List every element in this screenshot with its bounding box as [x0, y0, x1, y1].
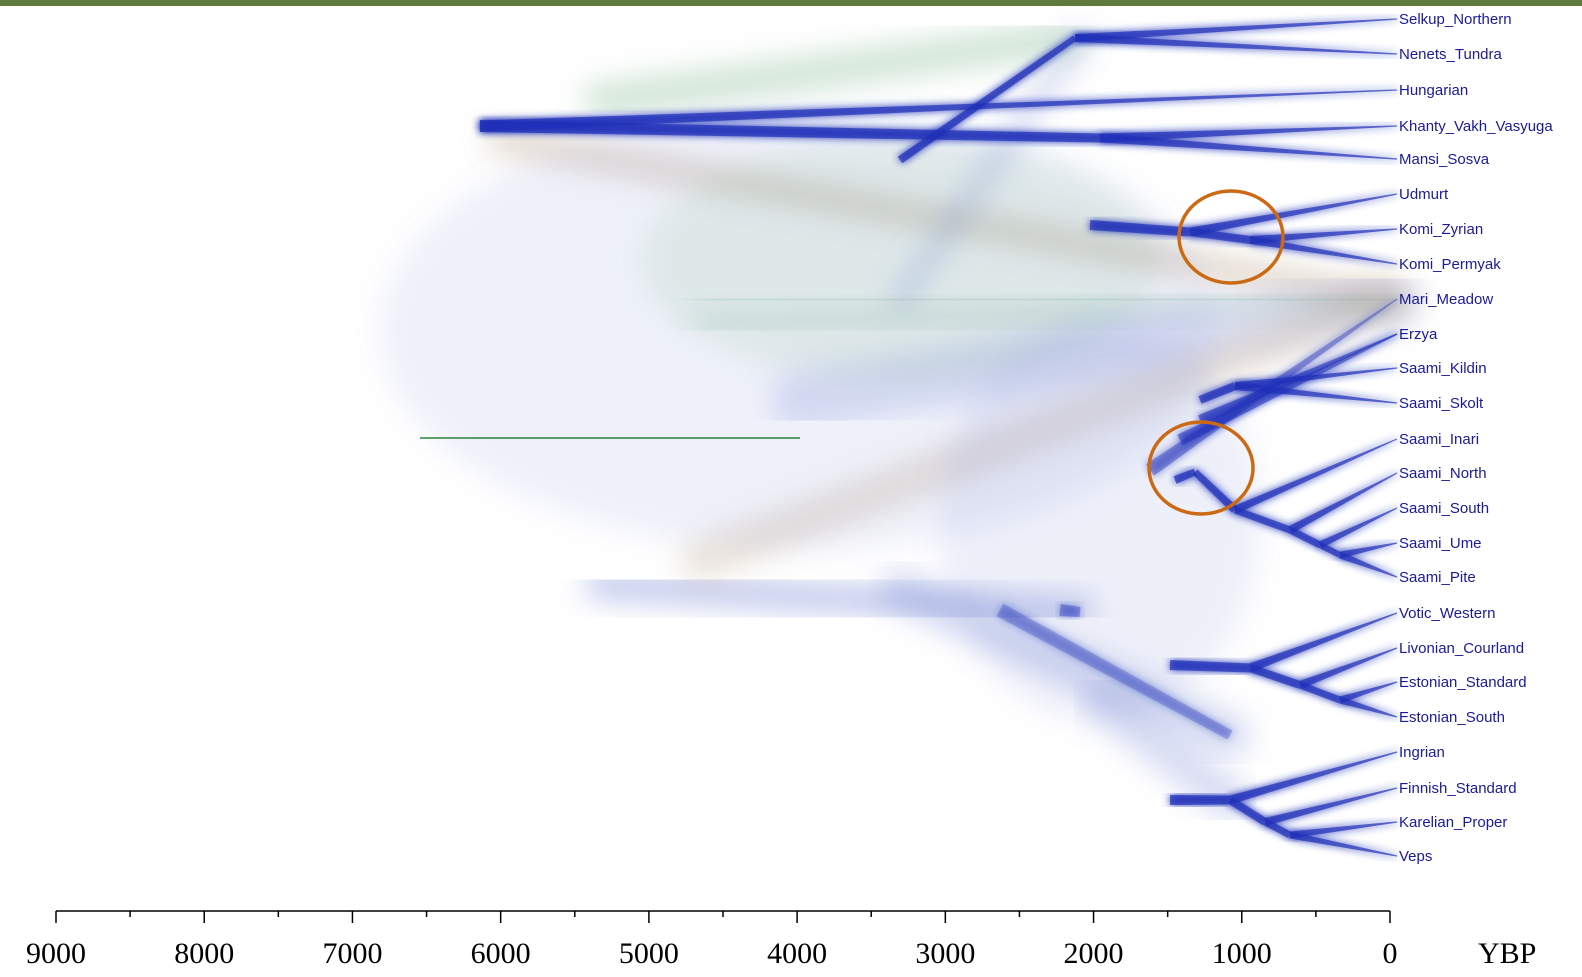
branch — [1264, 787, 1398, 826]
cloud-band — [583, 21, 1087, 117]
taxon-label: Khanty_Vakh_Vasyuga — [1399, 118, 1553, 135]
tick-label: 0 — [1383, 937, 1398, 970]
tick-label: 9000 — [26, 937, 86, 970]
branch — [1192, 469, 1238, 513]
branch — [1338, 551, 1398, 578]
time-axis: 9000 8000 7000 6000 5000 4000 3000 2000 1000 0 YBP — [26, 910, 1536, 970]
branch — [1074, 18, 1397, 42]
branch — [1189, 228, 1251, 244]
taxon-label: Ingrian — [1399, 744, 1445, 761]
tick-label: 4000 — [767, 937, 827, 970]
cloud-body — [640, 140, 1160, 380]
tick-label: 1000 — [1212, 937, 1272, 970]
branch — [1189, 193, 1398, 237]
branch — [1248, 664, 1302, 689]
taxon-label: Saami_South — [1399, 500, 1489, 517]
branch — [1169, 660, 1251, 673]
taxon-label: Udmurt — [1399, 186, 1449, 203]
branch — [996, 603, 1233, 740]
branch — [996, 603, 1233, 740]
branch — [1298, 647, 1398, 689]
taxon-label: Saami_Kildin — [1399, 360, 1487, 377]
top-accent-bar — [0, 0, 1582, 6]
taxon-label: Votic_Western — [1399, 605, 1495, 622]
branch — [1099, 133, 1397, 160]
branch — [1233, 438, 1398, 514]
taxon-label: Saami_Ume — [1399, 535, 1482, 552]
tick-label: 5000 — [619, 937, 679, 970]
taxon-label: Saami_North — [1399, 465, 1487, 482]
taxon-label: Saami_Skolt — [1399, 395, 1484, 412]
branch — [1248, 612, 1398, 673]
branch — [1059, 604, 1081, 617]
branch — [1263, 818, 1292, 839]
branch — [1074, 34, 1397, 55]
branch — [1170, 795, 1230, 805]
branch — [1288, 526, 1322, 549]
branch — [1289, 821, 1398, 839]
tick-label: 7000 — [322, 937, 382, 970]
highlight-circle — [1177, 189, 1285, 285]
tick-label: 8000 — [174, 937, 234, 970]
consensus-branches — [479, 18, 1398, 857]
taxon-label: Karelian_Proper — [1399, 814, 1507, 831]
branch — [479, 89, 1397, 132]
branch — [1339, 542, 1398, 559]
taxon-labels: Selkup_Northern Nenets_Tundra Hungarian Kha… — [1399, 11, 1553, 865]
branch — [1233, 506, 1292, 534]
branch — [1089, 220, 1191, 237]
taxon-label: Hungarian — [1399, 82, 1468, 99]
branch — [1228, 751, 1398, 805]
tick-label: 2000 — [1064, 937, 1124, 970]
posterior-tree-cloud — [189, 21, 1420, 820]
branch — [1338, 681, 1398, 704]
branch — [1198, 382, 1237, 404]
branch — [1298, 681, 1342, 704]
highlight-circle — [1147, 420, 1255, 516]
branch — [1249, 236, 1398, 265]
taxon-label: Estonian_South — [1399, 709, 1505, 726]
highlight-circles — [1147, 189, 1285, 516]
branch — [1318, 542, 1342, 558]
taxon-label: Mansi_Sosva — [1399, 151, 1490, 168]
taxon-label: Komi_Zyrian — [1399, 221, 1483, 238]
branch — [1198, 333, 1398, 425]
branch — [1059, 604, 1081, 617]
taxon-label: Komi_Permyak — [1399, 256, 1501, 273]
axis-unit-label: YBP — [1478, 937, 1536, 970]
branch — [479, 120, 1101, 143]
taxon-label: Estonian_Standard — [1399, 674, 1527, 691]
taxon-label: Veps — [1399, 848, 1432, 865]
taxon-label: Saami_Inari — [1399, 431, 1479, 448]
branch — [1227, 796, 1268, 826]
taxon-label: Livonian_Courland — [1399, 640, 1524, 657]
taxon-label: Mari_Meadow — [1399, 291, 1493, 308]
branch — [1099, 125, 1397, 143]
taxon-label: Saami_Pite — [1399, 569, 1476, 586]
tick-label: 6000 — [471, 937, 531, 970]
branch — [1173, 468, 1197, 484]
taxon-label: Selkup_Northern — [1399, 11, 1512, 28]
taxon-label: Finnish_Standard — [1399, 780, 1517, 797]
branch — [1288, 472, 1398, 534]
branch — [1339, 696, 1398, 718]
taxon-label: Nenets_Tundra — [1399, 46, 1502, 63]
tick-label: 3000 — [915, 937, 975, 970]
branch — [1289, 831, 1398, 857]
taxon-label: Erzya — [1399, 326, 1438, 343]
branch — [1318, 507, 1398, 549]
branch — [1249, 228, 1397, 244]
